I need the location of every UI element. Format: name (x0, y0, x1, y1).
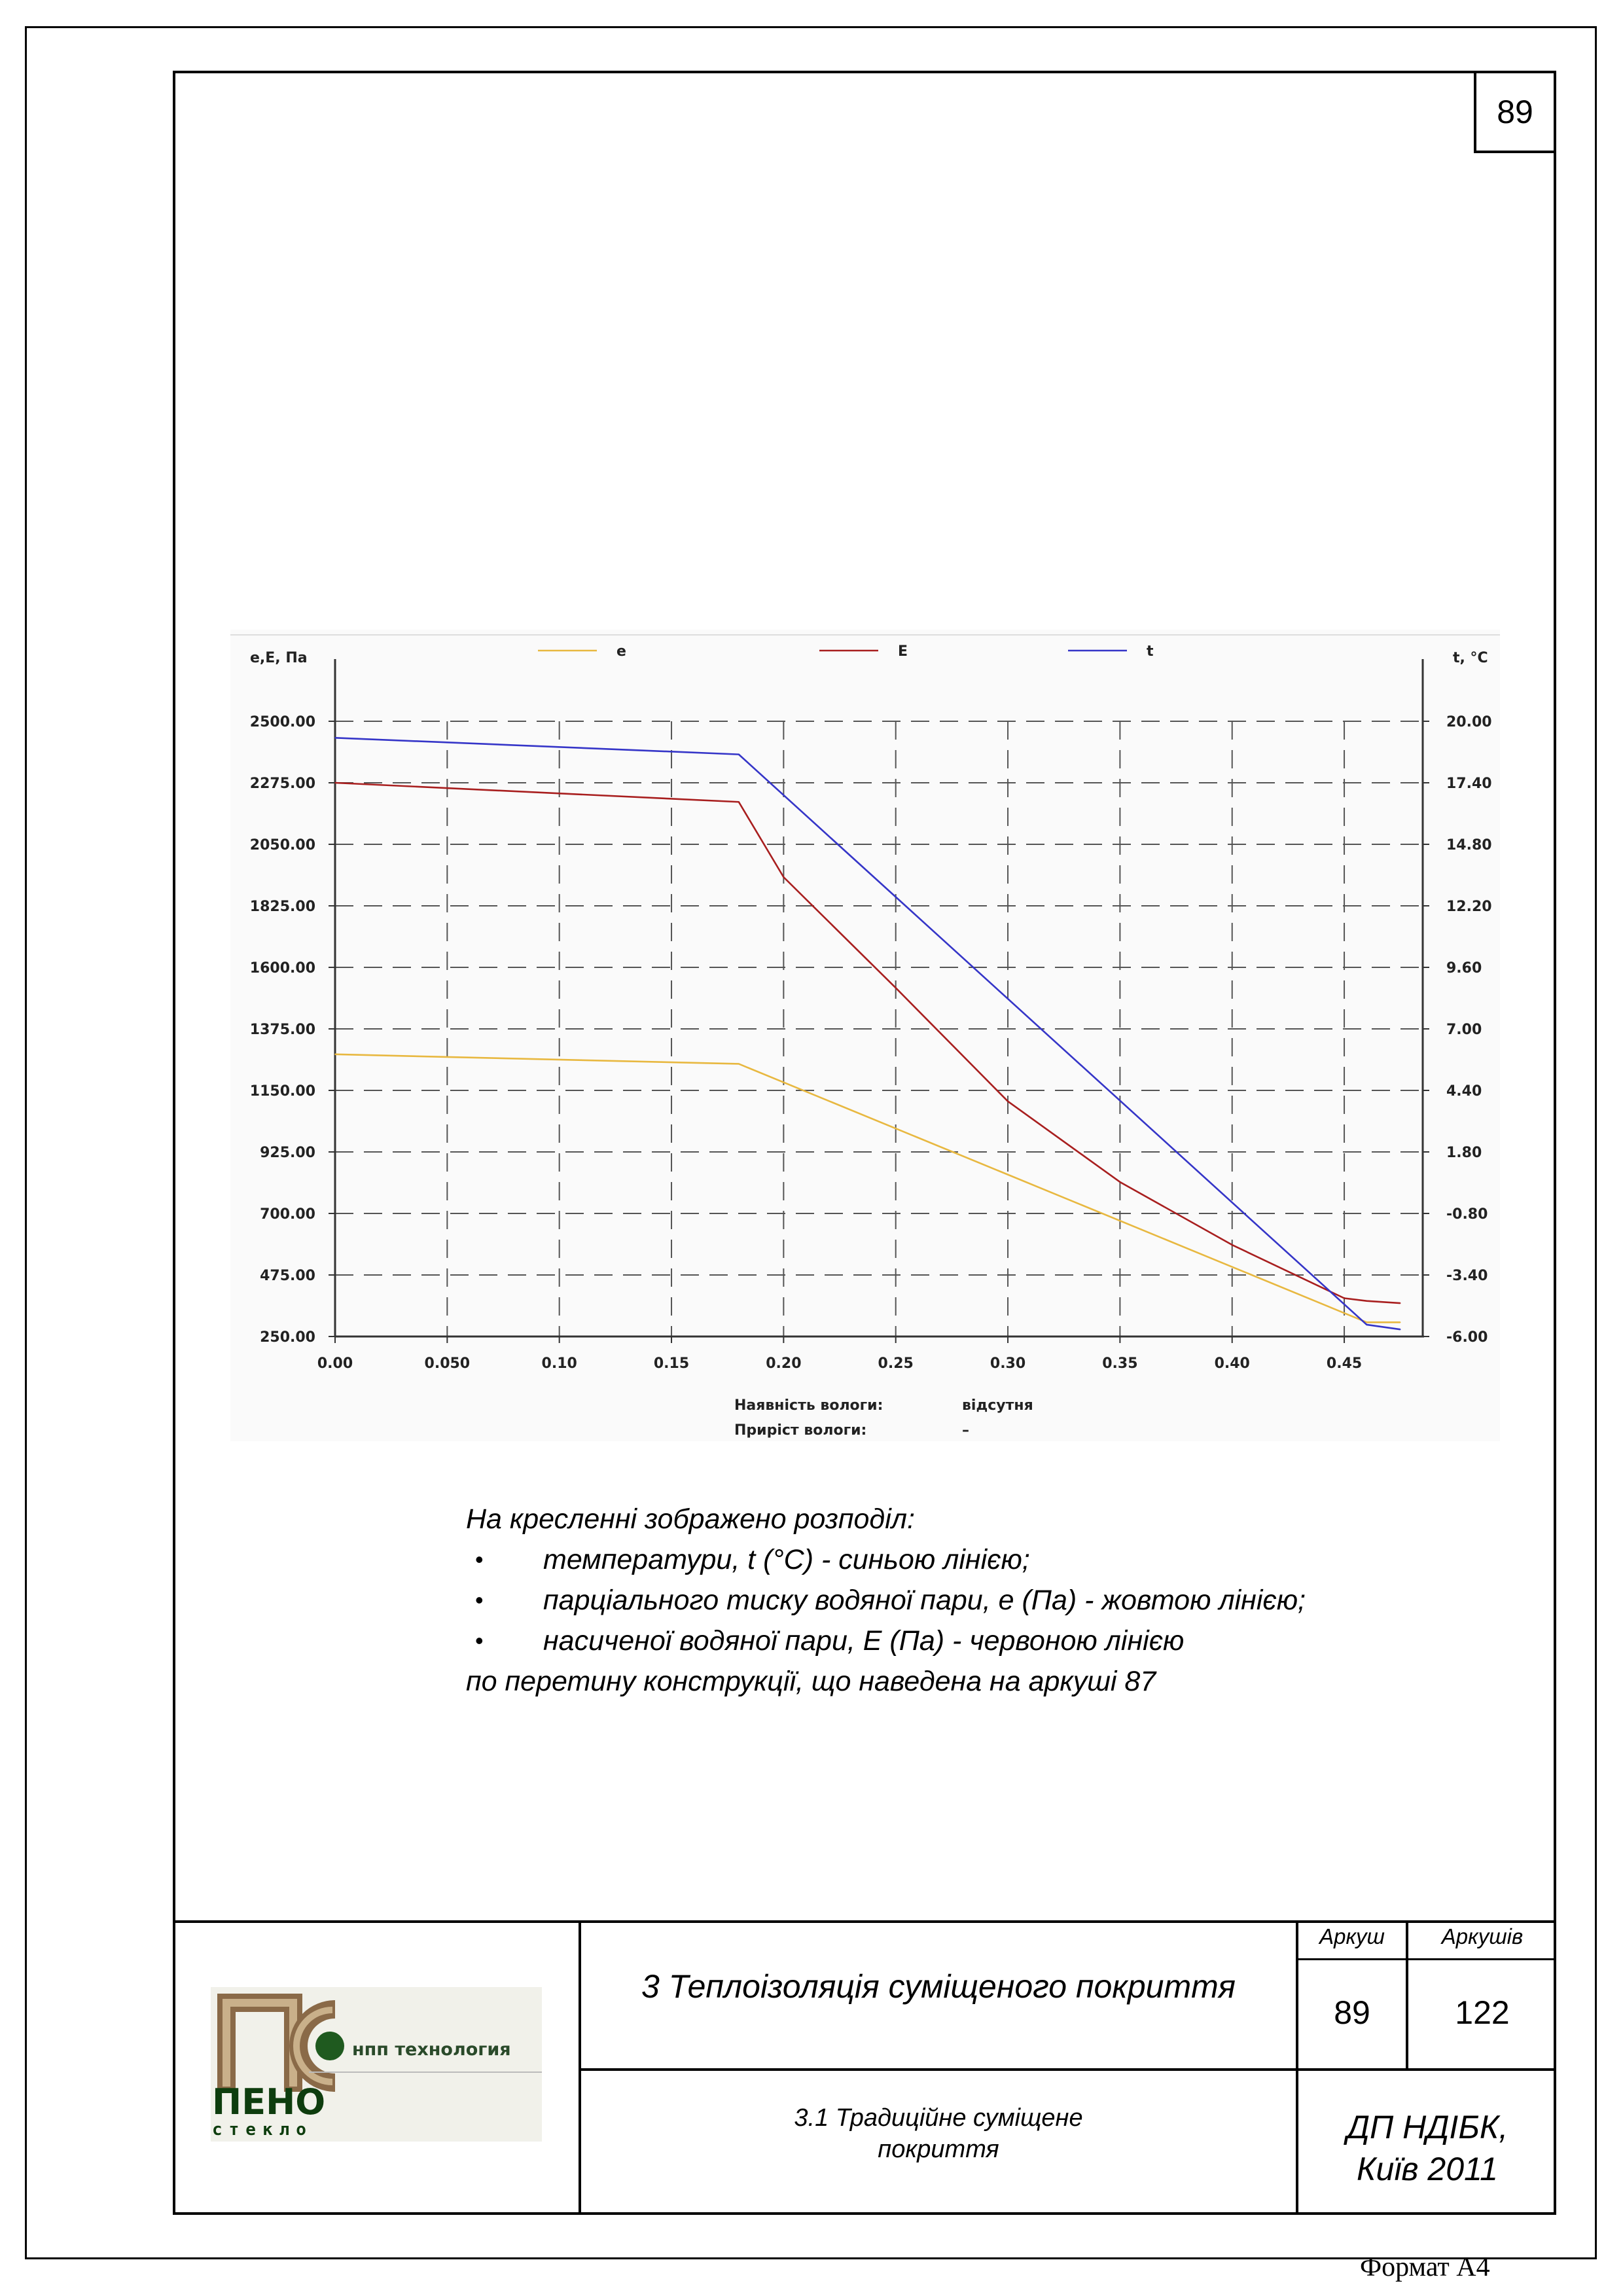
series-line-e (334, 1053, 1400, 1323)
bullet-icon: • (475, 1546, 484, 1573)
series-point-E (783, 876, 785, 878)
chart-axes: e,E, Па t, °C (250, 650, 1488, 1338)
caption-item: • температури, t (°C) - синьою лінією; (466, 1539, 1487, 1580)
y2-tick-label: 7.00 (1446, 1022, 1482, 1038)
y2-tick-label: 1.80 (1446, 1145, 1482, 1161)
y2-tick-label: 9.60 (1446, 960, 1482, 977)
y-tick-label: 1825.00 (250, 899, 315, 915)
series-point-E (895, 987, 897, 989)
section-title: 3 Теплоізоляція суміщеного покриття (641, 1968, 1236, 2005)
series-point-E (1231, 1244, 1233, 1246)
y-tick-label: 925.00 (260, 1145, 315, 1161)
series-point-e (1366, 1321, 1368, 1323)
caption-item: • парціального тиску водяної пари, е (Па… (466, 1580, 1487, 1621)
y-tick-label: 1150.00 (250, 1083, 315, 1100)
y2-tick-label: -3.40 (1446, 1268, 1488, 1284)
y-tick-label: 1375.00 (250, 1022, 315, 1038)
legend-label-e: e (616, 643, 626, 660)
series-point-t (1366, 1324, 1368, 1325)
series-point-E (1007, 1100, 1008, 1102)
caption-item-text: температури, t (°C) - синьою лінією; (543, 1544, 1030, 1575)
legend-label-t: t (1147, 643, 1154, 660)
y2-tick-label: -0.80 (1446, 1206, 1488, 1223)
x-tick-label: 0.30 (990, 1355, 1026, 1372)
bullet-icon: • (475, 1587, 484, 1613)
x-tick-label: 0.20 (766, 1355, 801, 1372)
chart-grid (335, 721, 1423, 1337)
chart: e,E, Па t, °C 2500.00 20.00 2275.00 17.40 205… (230, 630, 1500, 1441)
y-tick-label: 1600.00 (250, 960, 315, 977)
format-label: Формат А4 (1360, 2252, 1490, 2282)
sheet-value: 89 (1334, 1994, 1370, 2031)
info-label: Наявність вологи: (734, 1397, 883, 1414)
y-axis-label: e,E, Па (250, 650, 308, 666)
series-point-t (334, 737, 336, 739)
series-point-e (1399, 1321, 1401, 1323)
chart-caption: На кресленні зображено розподіл: • темпе… (466, 1499, 1487, 1702)
series-point-E (1366, 1300, 1368, 1302)
x-tick-label: 0.35 (1102, 1355, 1137, 1372)
y-tick-label: 2050.00 (250, 837, 315, 853)
organization: ДП НДІБК, Київ 2011 (1346, 2109, 1508, 2187)
series-point-e (334, 1054, 336, 1055)
series-line-E (334, 781, 1400, 1304)
y-tick-label: 2275.00 (250, 776, 315, 792)
x-tick-label: 0.40 (1215, 1355, 1250, 1372)
company-logo: нпп технология ПЕНО стекло (211, 1987, 542, 2142)
logo-sub-text: стекло (212, 2120, 313, 2140)
y2-tick-label: 20.00 (1446, 714, 1492, 730)
series-point-t (738, 753, 740, 755)
logo-ps-icon (217, 1994, 344, 2092)
page-number: 89 (1497, 94, 1533, 130)
y2-axis-label: t, °C (1453, 650, 1488, 666)
x-tick-label: 0.050 (425, 1355, 471, 1372)
legend-label-E: E (898, 643, 908, 660)
chart-series (334, 737, 1401, 1331)
chart-ticks: 2500.00 20.00 2275.00 17.40 2050.00 14.80 1825… (250, 714, 1492, 1372)
drawing-frame (173, 71, 1556, 2215)
chart-background (230, 630, 1500, 1441)
y2-tick-label: 17.40 (1446, 776, 1492, 792)
y2-tick-label: 12.20 (1446, 899, 1492, 915)
x-tick-label: 0.25 (878, 1355, 914, 1372)
series-point-E (1344, 1297, 1345, 1299)
x-tick-label: 0.45 (1327, 1355, 1362, 1372)
series-point-t (1399, 1329, 1401, 1330)
series-point-E (334, 782, 336, 783)
series-point-E (1399, 1302, 1401, 1304)
logo-top-text: нпп технология (352, 2039, 511, 2060)
subsection-title: 3.1 Традиційне суміщене покриття (794, 2104, 1083, 2163)
caption-item-text: насиченої водяної пари, Е (Па) - червоно… (543, 1625, 1185, 1657)
y-tick-label: 700.00 (260, 1206, 315, 1223)
x-tick-label: 0.00 (317, 1355, 353, 1372)
y-tick-label: 2500.00 (250, 714, 315, 730)
caption-intro: На кресленні зображено розподіл: (466, 1503, 915, 1535)
series-point-E (1119, 1181, 1121, 1183)
sheet-label: Аркуш (1319, 1924, 1385, 1948)
caption-item-text: парціального тиску водяної пари, е (Па) … (543, 1585, 1306, 1616)
y2-tick-label: 14.80 (1446, 837, 1492, 853)
caption-outro: по перетину конструкції, що наведена на … (466, 1666, 1156, 1697)
bullet-icon: • (475, 1627, 484, 1654)
sheets-label: Аркушів (1441, 1924, 1524, 1948)
caption-item: • насиченої водяної пари, Е (Па) - черво… (466, 1621, 1487, 1661)
x-tick-label: 0.10 (542, 1355, 577, 1372)
series-point-E (738, 801, 740, 803)
info-value: відсутня (962, 1397, 1033, 1414)
x-tick-label: 0.15 (654, 1355, 689, 1372)
sheets-value: 122 (1455, 1994, 1510, 2031)
logo-main-text: ПЕНО (212, 2081, 325, 2123)
y2-tick-label: 4.40 (1446, 1083, 1482, 1100)
page-number-box: 89 (1474, 71, 1556, 153)
info-label: Приріст вологи: (734, 1422, 866, 1439)
info-value: – (962, 1422, 969, 1439)
series-line-t (334, 737, 1400, 1331)
y2-tick-label: -6.00 (1446, 1329, 1488, 1346)
series-point-e (738, 1063, 740, 1065)
chart-info: Наявність вологи: відсутня Приріст вологи:… (734, 1397, 1033, 1439)
outer-frame (25, 26, 1597, 2259)
y-tick-label: 475.00 (260, 1268, 315, 1284)
y-tick-label: 250.00 (260, 1329, 315, 1346)
